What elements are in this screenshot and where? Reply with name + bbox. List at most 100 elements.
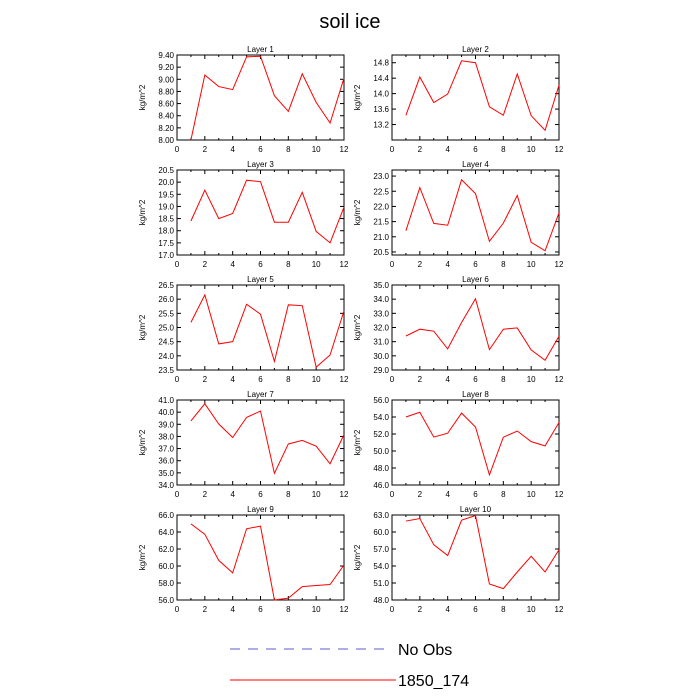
x-tick-label: 8: [286, 490, 291, 499]
x-tick-label: 10: [527, 605, 536, 614]
x-tick-label: 2: [418, 375, 423, 384]
y-tick-label: 22.0: [373, 202, 389, 211]
series-line: [405, 178, 560, 252]
series-line: [190, 402, 345, 475]
panel-6: Layer 6 kg/m^2 0 2 4 6 8 10 12 29.0 30.0 31.0 32.0 33…: [353, 275, 564, 384]
y-tick-label: 26.0: [158, 295, 174, 304]
x-tick-label: 10: [527, 490, 536, 499]
x-tick-label: 2: [418, 490, 423, 499]
y-tick-label: 34.0: [373, 295, 389, 304]
x-tick-label: 10: [312, 490, 321, 499]
y-axis-label: kg/m^2: [138, 429, 147, 455]
y-tick-label: 26.5: [158, 281, 174, 290]
x-tick-label: 8: [501, 490, 506, 499]
y-axis-label: kg/m^2: [138, 314, 147, 340]
plot-frame: [391, 169, 560, 256]
y-tick-label: 60.0: [373, 528, 389, 537]
legend: No Obs 1850_174: [230, 642, 469, 690]
y-tick-label: 13.2: [373, 121, 389, 130]
series-line: [190, 55, 345, 141]
y-tick-label: 62.0: [158, 545, 174, 554]
panel-8: Layer 8 kg/m^2 0 2 4 6 8 10 12 46.0 48.0 50.0 52.0 54…: [353, 390, 564, 499]
panel-2: Layer 2 kg/m^2 0 2 4 6 8 10 12 13.2 13.6 14.0 14.4 14…: [353, 45, 564, 154]
y-tick-label: 17.5: [158, 239, 174, 248]
y-tick-label: 22.5: [373, 187, 389, 196]
x-tick-label: 12: [555, 605, 564, 614]
y-axis-label: kg/m^2: [353, 544, 362, 570]
figure-title: soil ice: [319, 11, 380, 33]
x-tick-label: 8: [501, 260, 506, 269]
y-tick-label: 9.20: [158, 63, 174, 72]
y-tick-label: 18.5: [158, 215, 174, 224]
panel-title: Layer 7: [247, 390, 274, 399]
x-tick-label: 2: [418, 605, 423, 614]
x-tick-label: 4: [445, 375, 450, 384]
y-axis-label: kg/m^2: [138, 84, 147, 110]
y-axis-label: kg/m^2: [353, 84, 362, 110]
y-tick-label: 20.5: [158, 166, 174, 175]
x-tick-label: 0: [390, 375, 395, 384]
panel-title: Layer 1: [247, 45, 274, 54]
legend-no-obs-label: No Obs: [398, 642, 452, 659]
x-tick-label: 6: [258, 145, 263, 154]
panel-7: Layer 7 kg/m^2 0 2 4 6 8 10 12 34.0 35.0 36.0 37.0 38…: [138, 390, 349, 499]
x-tick-label: 0: [390, 605, 395, 614]
x-tick-label: 4: [445, 145, 450, 154]
x-tick-label: 6: [473, 490, 478, 499]
panel-3: Layer 3 kg/m^2 0 2 4 6 8 10 12 17.0 17.5 18.0 18.5 19…: [138, 160, 349, 269]
series-line: [190, 179, 345, 244]
x-tick-label: 0: [390, 145, 395, 154]
y-tick-label: 17.0: [158, 251, 174, 260]
plot-frame: [391, 54, 560, 141]
x-tick-label: 12: [340, 605, 349, 614]
y-tick-label: 37.0: [158, 445, 174, 454]
x-tick-label: 12: [555, 375, 564, 384]
panels: Layer 1 kg/m^2 0 2 4 6 8 10 12 8.00 8.20 8.40 8.60 8.…: [138, 45, 564, 614]
y-tick-label: 24.5: [158, 338, 174, 347]
x-tick-label: 6: [473, 605, 478, 614]
x-tick-label: 4: [230, 375, 235, 384]
panel-title: Layer 9: [247, 505, 274, 514]
y-tick-label: 54.0: [373, 562, 389, 571]
x-tick-label: 8: [286, 260, 291, 269]
y-tick-label: 63.0: [373, 511, 389, 520]
x-tick-label: 8: [286, 375, 291, 384]
x-tick-label: 10: [312, 260, 321, 269]
y-tick-label: 64.0: [158, 528, 174, 537]
y-tick-label: 48.0: [373, 464, 389, 473]
y-axis-label: kg/m^2: [353, 314, 362, 340]
y-tick-label: 8.60: [158, 100, 174, 109]
y-tick-label: 23.5: [158, 366, 174, 375]
y-tick-label: 8.80: [158, 87, 174, 96]
x-tick-label: 0: [175, 605, 180, 614]
y-tick-label: 21.5: [373, 218, 389, 227]
y-tick-label: 9.40: [158, 51, 174, 60]
x-tick-label: 12: [555, 145, 564, 154]
panel-title: Layer 4: [462, 160, 489, 169]
x-tick-label: 10: [527, 145, 536, 154]
y-tick-label: 20.0: [158, 178, 174, 187]
y-tick-label: 9.00: [158, 75, 174, 84]
x-tick-label: 6: [258, 260, 263, 269]
y-axis-label: kg/m^2: [138, 199, 147, 225]
y-tick-label: 32.0: [373, 324, 389, 333]
y-tick-label: 56.0: [373, 396, 389, 405]
y-tick-label: 25.5: [158, 309, 174, 318]
y-tick-label: 33.0: [373, 309, 389, 318]
y-tick-label: 57.0: [373, 545, 389, 554]
series-line: [405, 411, 560, 477]
series-line: [190, 523, 345, 601]
x-tick-label: 2: [418, 145, 423, 154]
x-tick-label: 12: [340, 490, 349, 499]
y-tick-label: 8.00: [158, 136, 174, 145]
x-tick-label: 6: [258, 375, 263, 384]
y-tick-label: 40.0: [158, 408, 174, 417]
y-tick-label: 14.8: [373, 59, 389, 68]
panel-title: Layer 8: [462, 390, 489, 399]
y-tick-label: 34.0: [158, 481, 174, 490]
x-tick-label: 4: [445, 260, 450, 269]
x-tick-label: 0: [175, 490, 180, 499]
x-tick-label: 8: [501, 375, 506, 384]
x-tick-label: 2: [203, 605, 208, 614]
